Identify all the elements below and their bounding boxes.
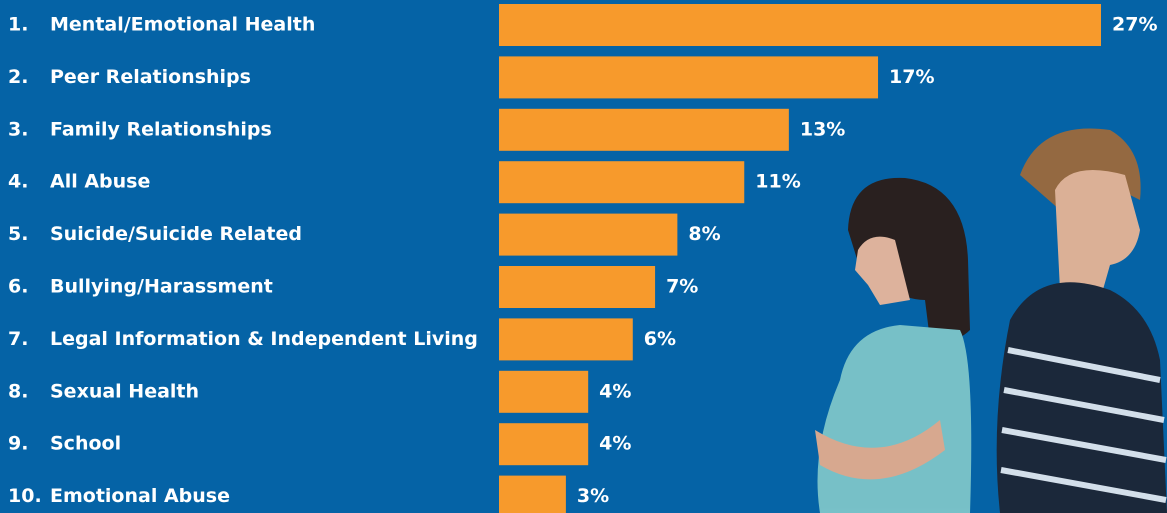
category-label: Sexual Health (50, 380, 199, 402)
value-label: 8% (688, 223, 720, 245)
category-label: Legal Information & Independent Living (50, 328, 478, 350)
bar (499, 266, 655, 308)
rank-label: 7. (8, 328, 28, 350)
rank-label: 6. (8, 276, 28, 298)
value-label: 11% (755, 171, 800, 193)
value-label: 4% (599, 380, 631, 402)
bar (499, 476, 566, 513)
category-label: School (50, 433, 121, 455)
category-label: Bullying/Harassment (50, 276, 273, 298)
rank-label: 4. (8, 171, 28, 193)
bar (499, 318, 633, 360)
value-label: 3% (577, 485, 609, 507)
value-label: 7% (666, 276, 698, 298)
category-label: Family Relationships (50, 118, 272, 140)
rank-label: 1. (8, 14, 28, 36)
bar (499, 4, 1101, 46)
rank-label: 8. (8, 380, 28, 402)
rank-label: 2. (8, 66, 28, 88)
value-label: 17% (889, 66, 934, 88)
rank-label: 10. (8, 485, 42, 507)
value-label: 4% (599, 433, 631, 455)
chart: 1. Mental/Emotional Health 27% 2. Peer Relat… (0, 0, 1167, 513)
bar (499, 371, 588, 413)
category-label: All Abuse (50, 171, 150, 193)
rank-label: 5. (8, 223, 28, 245)
category-label: Mental/Emotional Health (50, 14, 315, 36)
bar (499, 214, 677, 256)
value-label: 27% (1112, 14, 1157, 36)
rank-label: 9. (8, 433, 28, 455)
bar (499, 161, 744, 203)
bar (499, 423, 588, 465)
bar (499, 56, 878, 98)
value-label: 13% (800, 118, 845, 140)
rank-label: 3. (8, 118, 28, 140)
category-label: Emotional Abuse (50, 485, 230, 507)
category-label: Suicide/Suicide Related (50, 223, 302, 245)
bar (499, 109, 789, 151)
category-label: Peer Relationships (50, 66, 251, 88)
value-label: 6% (644, 328, 676, 350)
